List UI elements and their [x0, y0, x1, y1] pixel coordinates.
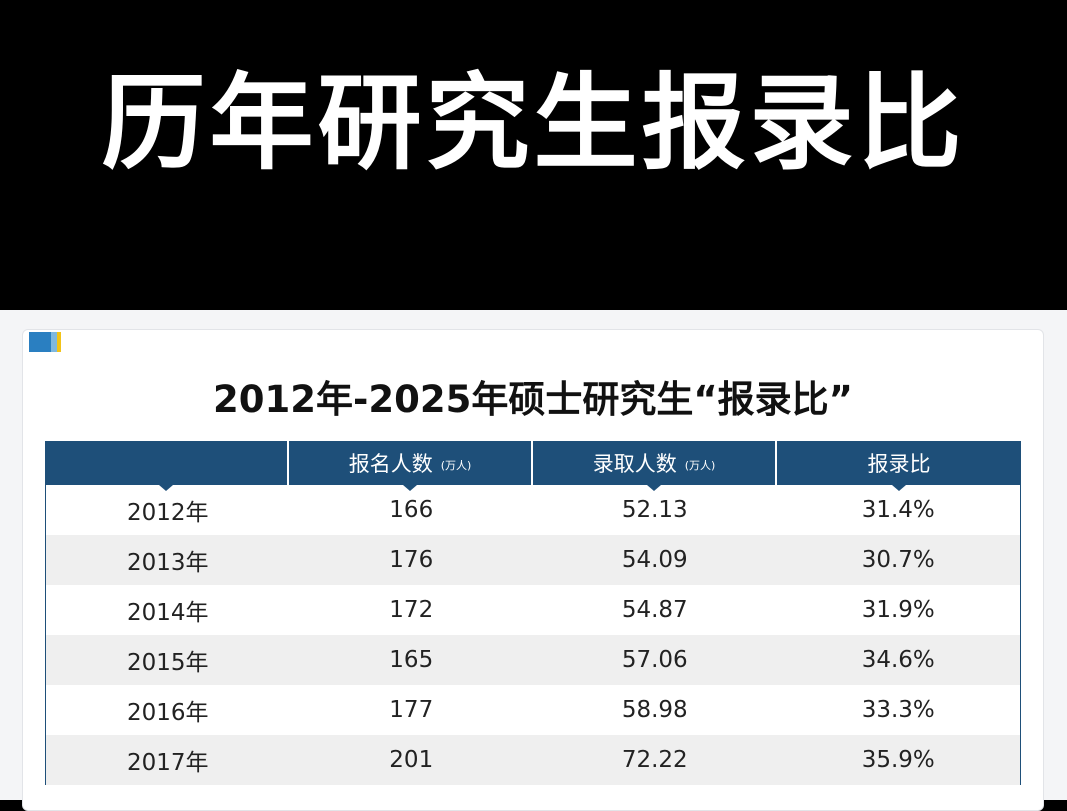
table-title: 2012年-2025年硕士研究生“报录比” — [213, 378, 853, 421]
cell-year: 2016年 — [126, 700, 209, 726]
header-notch — [403, 485, 417, 491]
cell-ratio: 31.9% — [861, 597, 935, 623]
table-row: 2015年 165 57.06 34.6% — [46, 635, 1020, 685]
cell-year: 2014年 — [126, 600, 209, 626]
header-notch — [892, 485, 906, 491]
cell-ratio: 30.7% — [861, 547, 935, 573]
header-cell-applicants: 报名人数 (万人) — [289, 441, 533, 491]
header-label: 录取人数 — [592, 452, 677, 476]
header-cell-year — [45, 441, 289, 491]
table-card: 2012年-2025年硕士研究生“报录比” 报名人数 (万人) 录取人数 (万人… — [22, 329, 1044, 811]
table-row: 2017年 201 72.22 35.9% — [46, 735, 1020, 785]
cell-admitted: 54.87 — [621, 597, 688, 623]
cell-ratio: 34.6% — [861, 647, 935, 673]
table-row: 2014年 172 54.87 31.9% — [46, 585, 1020, 635]
cell-ratio: 33.3% — [861, 697, 935, 723]
cell-applicants: 176 — [389, 547, 434, 573]
header-cell-admitted: 录取人数 (万人) — [533, 441, 777, 491]
header-notch — [159, 485, 173, 491]
cell-admitted: 72.22 — [621, 747, 688, 773]
corner-decoration-icon — [29, 332, 61, 352]
banner: 历年研究生报录比 — [0, 0, 1067, 310]
cell-applicants: 201 — [389, 747, 434, 773]
banner-title: 历年研究生报录比 — [101, 62, 966, 184]
header-unit: (万人) — [684, 459, 716, 472]
cell-year: 2017年 — [126, 750, 209, 776]
header-notch — [647, 485, 661, 491]
cell-applicants: 172 — [389, 597, 434, 623]
table-header: 报名人数 (万人) 录取人数 (万人) 报录比 — [45, 441, 1021, 491]
table-body: 2012年 166 52.13 31.4% 2013年 176 54.09 30… — [45, 485, 1021, 785]
header-unit: (万人) — [440, 459, 472, 472]
header-label: 报录比 — [867, 452, 931, 476]
cell-ratio: 35.9% — [861, 747, 935, 773]
cell-ratio: 31.4% — [861, 497, 935, 523]
cell-admitted: 57.06 — [621, 647, 688, 673]
table-row: 2016年 177 58.98 33.3% — [46, 685, 1020, 735]
table-row: 2013年 176 54.09 30.7% — [46, 535, 1020, 585]
cell-year: 2013年 — [126, 550, 209, 576]
content-panel: 2012年-2025年硕士研究生“报录比” 报名人数 (万人) 录取人数 (万人… — [0, 310, 1067, 811]
cell-admitted: 52.13 — [621, 497, 688, 523]
cell-applicants: 166 — [389, 497, 434, 523]
header-label: 报名人数 — [348, 452, 433, 476]
cell-applicants: 165 — [389, 647, 434, 673]
cell-year: 2015年 — [126, 650, 209, 676]
cell-admitted: 54.09 — [621, 547, 688, 573]
cell-year: 2012年 — [126, 500, 209, 526]
header-cell-ratio: 报录比 — [777, 441, 1021, 491]
table-row: 2012年 166 52.13 31.4% — [46, 485, 1020, 535]
cell-admitted: 58.98 — [621, 697, 688, 723]
cell-applicants: 177 — [389, 697, 434, 723]
